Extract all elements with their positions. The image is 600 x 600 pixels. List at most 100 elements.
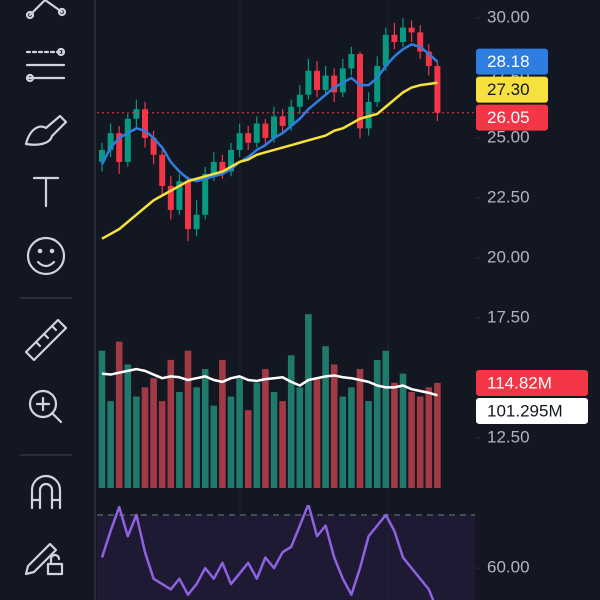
volume-bar [201, 369, 209, 488]
volume-bar [322, 346, 329, 488]
volume-bar [365, 401, 372, 488]
candle-body [305, 70, 312, 95]
candle-body [124, 118, 131, 162]
volume-bar [133, 396, 140, 488]
y-tick-label: 25.00 [487, 127, 530, 146]
price-badge-label: 114.82M [487, 373, 552, 392]
candle-body [142, 109, 148, 138]
candle-body [150, 137, 157, 155]
toolbar [20, 0, 96, 600]
volume-bar [184, 350, 192, 488]
candle-body [107, 133, 114, 150]
volume-bar [210, 405, 218, 488]
volume-bar [219, 359, 226, 488]
candle-body [185, 181, 191, 230]
volume-bar [305, 314, 312, 488]
volume-bar [348, 387, 355, 488]
candle-body [202, 173, 209, 215]
volume-bar [416, 396, 424, 488]
candle-body [193, 214, 200, 230]
price-badge [476, 369, 588, 396]
volume-bar [227, 396, 235, 488]
volume-bar [373, 359, 381, 488]
price-badge-label: 101.295M [487, 401, 563, 420]
candle-body [288, 106, 295, 126]
candle-body [279, 116, 286, 126]
volume-bar [167, 359, 175, 488]
fib-tool-icon[interactable] [25, 47, 66, 83]
ruler-icon[interactable] [24, 318, 68, 362]
rsi-plot [100, 505, 435, 600]
volume-bar [408, 391, 415, 488]
candle-body [159, 154, 166, 186]
line-series [101, 81, 438, 240]
volume-bar [391, 382, 398, 488]
price-badge-label: 27.30 [487, 80, 530, 99]
candle-body [348, 53, 355, 69]
candle-body [116, 133, 123, 162]
candle-body [236, 133, 243, 150]
volume-bar [158, 401, 166, 488]
volume-bar [434, 382, 441, 488]
volume-bar [176, 391, 183, 488]
trend-tool-icon[interactable] [25, 0, 67, 20]
volume-bar [279, 401, 286, 488]
brush-icon[interactable] [24, 114, 68, 146]
y-tick-label: 22.50 [487, 187, 530, 206]
volume-bar [330, 364, 338, 488]
volume-bar [107, 401, 114, 488]
price-badge [476, 104, 548, 131]
y-tick-label: 12.50 [487, 427, 530, 446]
candle-body [271, 116, 277, 138]
volume-bar [193, 387, 200, 488]
candle-body [245, 133, 252, 143]
candle-body [210, 161, 217, 174]
text-tool-icon[interactable] [32, 176, 60, 208]
candle-body [339, 68, 346, 93]
candle-body [314, 70, 320, 90]
candle-body [434, 65, 441, 113]
price-badge-label: 28.18 [487, 52, 530, 71]
candle-body [176, 181, 183, 210]
magnet-icon[interactable] [30, 474, 62, 510]
zoom-icon[interactable] [28, 389, 63, 424]
candle-body [357, 53, 363, 129]
candle-body [382, 34, 389, 66]
candle-body [400, 27, 406, 42]
volume-bar [253, 382, 261, 488]
candle-body [296, 94, 303, 107]
volume-bar [141, 387, 149, 488]
candle-body [262, 123, 269, 138]
y-tick-label: 17.50 [487, 307, 530, 326]
candle-body [99, 149, 105, 162]
line-series [101, 367, 438, 397]
volume-bar [270, 391, 278, 488]
volume-bar [382, 350, 390, 488]
candle-body [228, 149, 234, 172]
candle-body [322, 75, 329, 90]
volume-bar [356, 369, 364, 488]
line-series [100, 505, 435, 600]
candle-body [408, 27, 415, 33]
line-series [100, 43, 439, 183]
lock-draw-icon[interactable] [24, 542, 64, 576]
volume-bar [339, 396, 347, 488]
volume-bar [262, 369, 269, 488]
candle-body [219, 161, 226, 172]
price-badge [476, 48, 548, 75]
volume-bar [425, 387, 433, 488]
volume-bar [124, 364, 132, 488]
emoji-icon[interactable] [26, 236, 66, 276]
volume-bar [150, 378, 157, 488]
y-tick-label: 20.00 [487, 247, 530, 266]
volume-bar [236, 378, 243, 488]
candle-body [167, 185, 174, 210]
volume-bar [399, 373, 407, 488]
candle-body [417, 32, 424, 52]
candle-body [391, 34, 398, 42]
y-tick-label: 60.00 [487, 558, 530, 577]
price-badge [476, 76, 548, 103]
volume-bar [98, 350, 106, 488]
volume-bar [287, 355, 295, 488]
